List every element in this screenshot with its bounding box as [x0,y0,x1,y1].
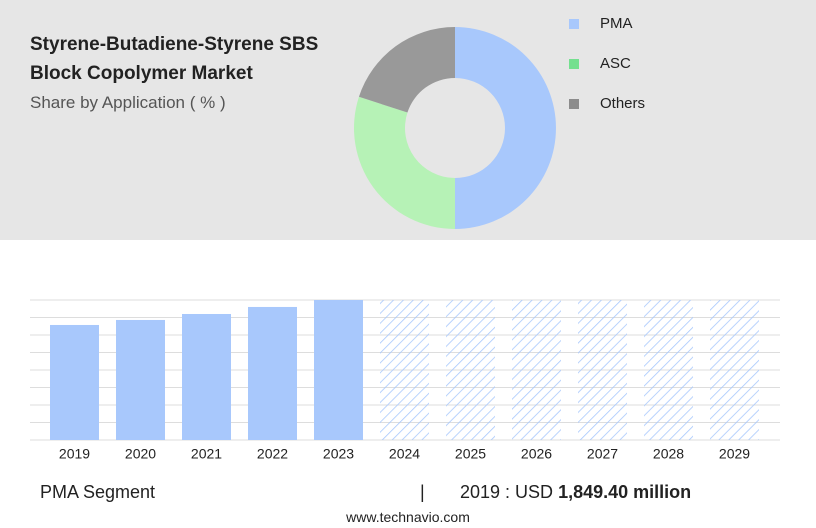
separator: | [420,482,425,502]
legend-swatch [569,99,579,109]
segment-label: PMA Segment [40,482,156,502]
legend-label: Others [600,95,645,112]
legend-swatch [569,59,579,69]
x-tick-label: 2026 [521,446,552,462]
x-tick-label: 2020 [125,446,156,462]
chart-subtitle: Share by Application ( % ) [30,93,226,112]
forecast-placeholder [512,300,561,440]
legend-swatch [569,19,579,29]
x-tick-label: 2024 [389,446,420,462]
x-tick-label: 2021 [191,446,222,462]
x-tick-label: 2029 [719,446,750,462]
bar [248,306,297,440]
bar [182,313,231,440]
source: www.technavio.com [346,509,470,525]
x-tick-label: 2027 [587,446,618,462]
highlight: 2019 : USD 1,849.40 million [460,482,691,503]
bar [314,300,363,440]
forecast-placeholder [578,300,627,440]
chart-title: Styrene-Butadiene-Styrene SBS Block Copo… [30,34,319,84]
bar [50,324,99,440]
forecast-placeholder [446,300,495,440]
forecast-placeholder [710,300,759,440]
x-tick-label: 2022 [257,446,288,462]
legend-label: ASC [600,55,631,72]
forecast-placeholder [380,300,429,440]
donut-slice [455,27,556,229]
bar [116,319,165,440]
highlight-value: 1,849.40 million [558,482,692,502]
highlight-prefix: 2019 : USD [460,482,554,502]
forecast-placeholder [644,300,693,440]
donut-slice [353,96,455,230]
x-tick-label: 2023 [323,446,354,462]
x-tick-label: 2028 [653,446,684,462]
legend-label: PMA [600,15,633,32]
donut-slice [358,27,455,113]
x-tick-label: 2019 [59,446,90,462]
x-tick-label: 2025 [455,446,486,462]
